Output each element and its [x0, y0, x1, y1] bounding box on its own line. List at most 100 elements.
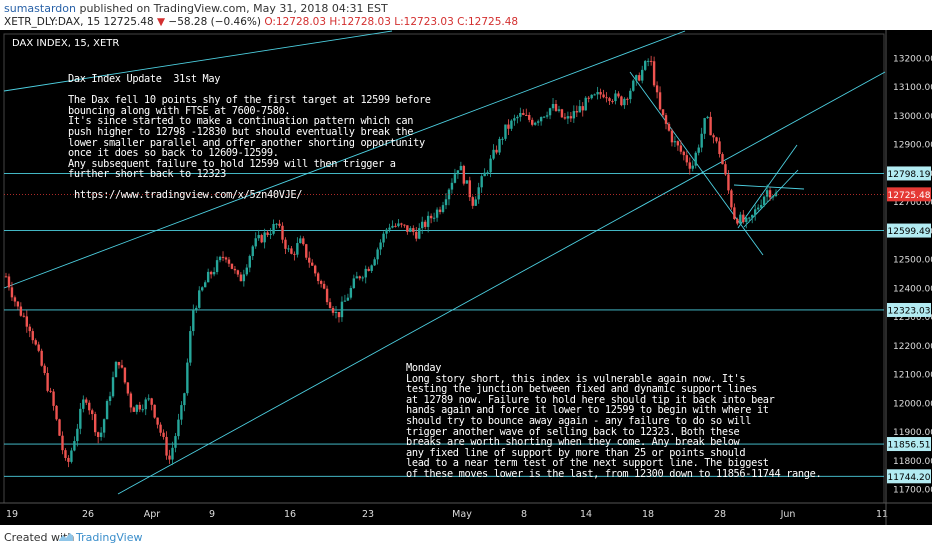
- candle-body: [388, 227, 391, 230]
- candle-body: [76, 428, 79, 442]
- candle-body: [269, 233, 272, 236]
- candle-body: [486, 172, 489, 174]
- candle-body: [432, 217, 436, 219]
- tradingview-brand[interactable]: TradingView: [76, 531, 143, 544]
- candle-body: [346, 297, 350, 301]
- symbol-name: XETR_DLY:DAX, 15: [4, 16, 101, 28]
- candle-body: [88, 402, 91, 411]
- candle-body: [480, 176, 483, 188]
- candle-body: [22, 315, 26, 317]
- y-tick-label: 12300.00: [893, 313, 932, 323]
- candle-body: [159, 424, 162, 433]
- candle-body: [278, 223, 281, 226]
- candle-body: [120, 365, 124, 368]
- candle-body: [93, 414, 97, 433]
- candle-body: [206, 271, 210, 283]
- candle-body: [762, 196, 766, 205]
- candle-body: [209, 271, 213, 275]
- price-chart[interactable]: 11700.00 11800.00 11900.00 12000.00 12100.00…: [0, 30, 932, 525]
- publish-info: published on TradingView.com, May 31, 20…: [75, 2, 388, 15]
- candle-body: [284, 239, 287, 249]
- candle-body: [438, 209, 442, 212]
- candle-body: [212, 272, 216, 275]
- candle-body: [771, 195, 775, 198]
- candle-body: [85, 399, 88, 403]
- x-tick-label: Jun: [780, 509, 796, 520]
- level-label-bg: [887, 437, 931, 452]
- candle-body: [328, 302, 332, 308]
- candle-body: [99, 432, 103, 437]
- candle-body: [129, 393, 133, 408]
- candle-body: [697, 147, 700, 153]
- candle-body: [751, 214, 754, 218]
- candle-body: [745, 217, 748, 223]
- y-tick-label: 13000.00: [893, 112, 932, 122]
- candle-body: [513, 118, 516, 121]
- candle-body: [189, 331, 192, 363]
- y-tick-label: 12500.00: [893, 256, 932, 266]
- candle-body: [733, 207, 736, 220]
- candle-body: [325, 288, 329, 303]
- candle-body: [248, 256, 251, 268]
- candle-body: [652, 61, 656, 86]
- candle-body: [581, 106, 584, 111]
- candle-body: [528, 115, 531, 120]
- level-label-bg: [887, 469, 931, 484]
- candle-body: [593, 94, 596, 96]
- candle-body: [584, 97, 587, 111]
- top-note: Dax Index Update 31st May The Dax fell 1…: [68, 73, 431, 181]
- x-tick-label: 23: [362, 509, 374, 520]
- candle-body: [700, 133, 703, 148]
- candle-body: [379, 242, 382, 250]
- candle-body: [435, 209, 439, 218]
- candle-body: [539, 117, 543, 122]
- low-value: L:12723.03: [394, 16, 454, 28]
- candle-body: [260, 235, 263, 243]
- candle-body: [153, 404, 156, 418]
- candle-body: [135, 404, 139, 412]
- candle-body: [691, 165, 694, 169]
- candle-body: [614, 93, 617, 102]
- candle-body: [230, 263, 234, 269]
- y-tick-label: 11700.00: [893, 486, 932, 496]
- candle-body: [765, 190, 769, 197]
- candle-body: [192, 310, 195, 332]
- candle-body: [759, 204, 763, 208]
- candle-body: [531, 119, 534, 125]
- candle-body: [542, 116, 546, 118]
- chart-area[interactable]: 11700.00 11800.00 11900.00 12000.00 12100.00…: [0, 30, 932, 525]
- candle-body: [525, 114, 528, 116]
- candle-body: [620, 96, 623, 106]
- current-price-label: 12725.48: [888, 191, 931, 201]
- last-price: 12725.48: [103, 16, 154, 28]
- candle-body: [67, 457, 70, 462]
- candle-body: [19, 306, 23, 316]
- candle-body: [587, 97, 590, 99]
- candle-body: [61, 435, 64, 451]
- candle-body: [566, 116, 570, 119]
- candle-body: [474, 199, 477, 206]
- candle-body: [548, 108, 552, 116]
- candle-body: [418, 228, 421, 239]
- trend-line: [733, 184, 805, 190]
- y-tick-label: 13100.00: [893, 83, 932, 93]
- candle-body: [138, 404, 141, 410]
- candle-body: [519, 112, 522, 117]
- candle-body: [643, 61, 647, 70]
- candle-body: [58, 419, 61, 436]
- candle-body: [105, 401, 109, 420]
- candle-body: [403, 224, 406, 226]
- candle-body: [727, 174, 730, 191]
- candle-body: [575, 111, 579, 113]
- candle-body: [679, 145, 683, 152]
- candle-body: [611, 101, 614, 103]
- candle-body: [661, 109, 665, 116]
- x-tick-label: May: [452, 509, 472, 520]
- candle-body: [670, 130, 674, 143]
- author-link[interactable]: sumastardon: [4, 2, 76, 15]
- candle-body: [429, 215, 433, 219]
- y-tick-label: 11900.00: [893, 428, 932, 438]
- candle-body: [311, 262, 314, 266]
- candle-body: [465, 180, 469, 184]
- candle-body: [257, 235, 260, 239]
